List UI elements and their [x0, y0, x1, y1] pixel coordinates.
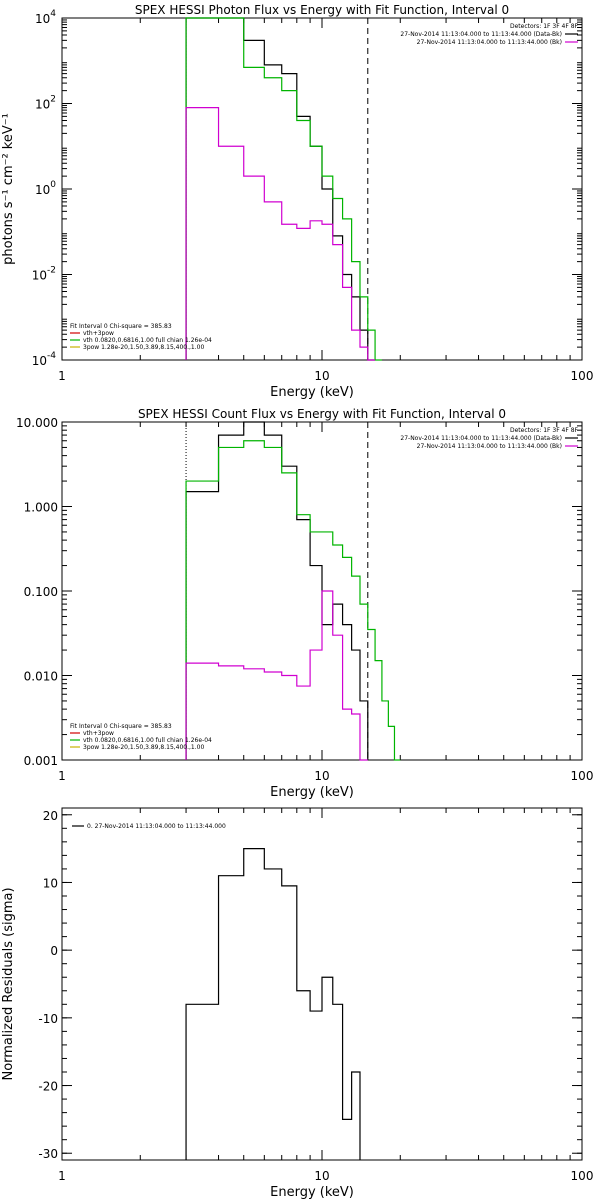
y-tick-base: 10: [35, 183, 50, 197]
chart-title: SPEX HESSI Photon Flux vs Energy with Fi…: [135, 3, 509, 17]
series-3pow-line: [185, 590, 368, 761]
series-vth+3pow-line: [185, 440, 401, 761]
legend-entry-text: 27-Nov-2014 11:13:04.000 to 11:13:44.000…: [400, 435, 562, 442]
y-tick-base: 10: [35, 98, 50, 112]
legend-title: Detectors: 1F 3F 4F 8F: [510, 427, 579, 434]
y-tick-label: 0.100: [24, 585, 58, 599]
fit-legend-entry-text: vth+3pow: [83, 730, 114, 737]
y-tick-base: 10: [32, 269, 47, 283]
fit-legend-entry-text: vth 0.0820,0.6816,1.00 full chian 1.26e-…: [83, 337, 212, 344]
x-tick-label: 100: [571, 369, 594, 383]
series-residuals-line: [185, 848, 361, 1160]
x-tick-label: 10: [314, 769, 329, 783]
fit-legend-entry-text: 3pow 1.28e-20,1.50,3.89,8.15,400.,1.00: [83, 344, 204, 351]
legend-title: Detectors: 1F 3F 4F 8F: [510, 23, 579, 30]
series-data-line: [185, 17, 376, 361]
chart-title: SPEX HESSI Count Flux vs Energy with Fit…: [138, 407, 506, 421]
y-tick-label: 10: [43, 876, 58, 890]
y-tick-exponent: -4: [47, 351, 56, 361]
fit-legend-entry-text: vth+3pow: [83, 330, 114, 337]
fit-legend-entry-text: 3pow 1.28e-20,1.50,3.89,8.15,400.,1.00: [83, 744, 204, 751]
y-tick-label: -10: [38, 1012, 58, 1026]
x-tick-label: 1: [58, 1169, 66, 1183]
y-tick-label: 0: [50, 944, 58, 958]
y-tick-label: 10-2: [32, 266, 56, 283]
y-tick-label: 0.010: [24, 670, 58, 684]
y-tick-base: 10: [32, 354, 47, 368]
y-tick-label: 20: [43, 809, 58, 823]
legend-entry-text: 27-Nov-2014 11:13:04.000 to 11:13:44.000…: [400, 31, 562, 38]
y-tick-label: 1.000: [24, 501, 58, 515]
y-tick-label: 0.001: [24, 754, 58, 768]
residuals-chart: 1 10 100 Energy (keV) -30 -20 -10 0 10 20 Normaliz…: [1, 807, 594, 1200]
x-tick-label: 1: [58, 769, 66, 783]
x-tick-label: 10: [314, 369, 329, 383]
x-tick-label: 1: [58, 369, 66, 383]
x-tick-label: 100: [571, 1169, 594, 1183]
count-flux-chart: SPEX HESSI Count Flux vs Energy with Fit…: [16, 407, 593, 800]
x-axis-label: Energy (keV): [270, 385, 354, 400]
y-tick-label: 100: [35, 180, 56, 197]
x-axis-label: Energy (keV): [270, 785, 354, 800]
y-tick-label: 10-4: [32, 351, 57, 368]
y-tick-label: 104: [35, 9, 56, 26]
x-axis-label: Energy (keV): [270, 1185, 354, 1200]
series-3pow-line: [185, 107, 376, 361]
photon-flux-chart: SPEX HESSI Photon Flux vs Energy with Fi…: [1, 3, 593, 400]
fit-legend-title: Fit Interval 0 Chi-square = 385.83: [70, 323, 172, 330]
y-tick-exponent: -2: [47, 266, 56, 276]
series-data-line: [185, 421, 369, 760]
x-tick-label: 100: [571, 769, 594, 783]
y-axis-label: Normalized Residuals (sigma): [1, 887, 16, 1080]
y-tick-exponent: 2: [50, 95, 56, 105]
legend-entry-text: 27-Nov-2014 11:13:04.000 to 11:13:44.000…: [417, 443, 562, 450]
x-tick-label: 10: [314, 1169, 329, 1183]
y-axis-label: photons s⁻¹ cm⁻² keV⁻¹: [1, 113, 16, 265]
fit-legend-entry-text: vth 0.0820,0.6816,1.00 full chian 1.26e-…: [83, 737, 212, 744]
fit-legend-title: Fit Interval 0 Chi-square = 385.83: [70, 723, 172, 730]
y-tick-label: 10.000: [16, 416, 58, 430]
y-tick-base: 10: [35, 12, 50, 26]
legend-entry-text: 0. 27-Nov-2014 11:13:04.000 to 11:13:44.…: [87, 823, 226, 830]
y-tick-label: -30: [38, 1147, 58, 1161]
y-tick-label: 102: [35, 95, 56, 112]
legend-entry-text: 27-Nov-2014 11:13:04.000 to 11:13:44.000…: [417, 39, 562, 46]
y-tick-exponent: 0: [50, 180, 56, 190]
y-tick-label: -20: [38, 1080, 58, 1094]
y-tick-exponent: 4: [50, 9, 56, 19]
series-vth+3pow-line: [185, 17, 382, 361]
